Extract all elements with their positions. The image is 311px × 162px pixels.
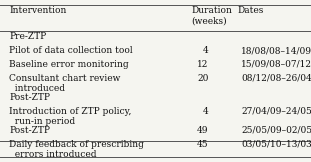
Text: Intervention: Intervention xyxy=(9,6,67,16)
Text: 25/05/09–02/05/10: 25/05/09–02/05/10 xyxy=(241,126,311,135)
Text: 49: 49 xyxy=(197,126,208,135)
Text: Pilot of data collection tool: Pilot of data collection tool xyxy=(9,46,133,55)
Text: Post-ZTP: Post-ZTP xyxy=(9,126,50,135)
Text: 4: 4 xyxy=(203,107,208,116)
Text: 12: 12 xyxy=(197,60,208,69)
Text: Consultant chart review
  introduced: Consultant chart review introduced xyxy=(9,74,121,93)
Text: Baseline error monitoring: Baseline error monitoring xyxy=(9,60,129,69)
Text: Daily feedback of prescribing
  errors introduced: Daily feedback of prescribing errors int… xyxy=(9,140,144,159)
Text: Dates: Dates xyxy=(238,6,264,16)
Text: 18/08/08–14/09/08: 18/08/08–14/09/08 xyxy=(241,46,311,55)
Text: 15/09/08–07/12/08: 15/09/08–07/12/08 xyxy=(241,60,311,69)
Text: 08/12/08–26/04/09: 08/12/08–26/04/09 xyxy=(241,74,311,83)
Text: Introduction of ZTP policy,
  run-in period: Introduction of ZTP policy, run-in perio… xyxy=(9,107,132,126)
Text: 20: 20 xyxy=(197,74,208,83)
Text: Duration
(weeks): Duration (weeks) xyxy=(191,6,232,26)
Text: 27/04/09–24/05/09: 27/04/09–24/05/09 xyxy=(241,107,311,116)
Text: 4: 4 xyxy=(203,46,208,55)
Text: 45: 45 xyxy=(197,140,208,149)
Text: Pre-ZTP: Pre-ZTP xyxy=(9,32,47,41)
Text: 03/05/10–13/03/11: 03/05/10–13/03/11 xyxy=(241,140,311,149)
Text: Post-ZTP: Post-ZTP xyxy=(9,93,50,102)
